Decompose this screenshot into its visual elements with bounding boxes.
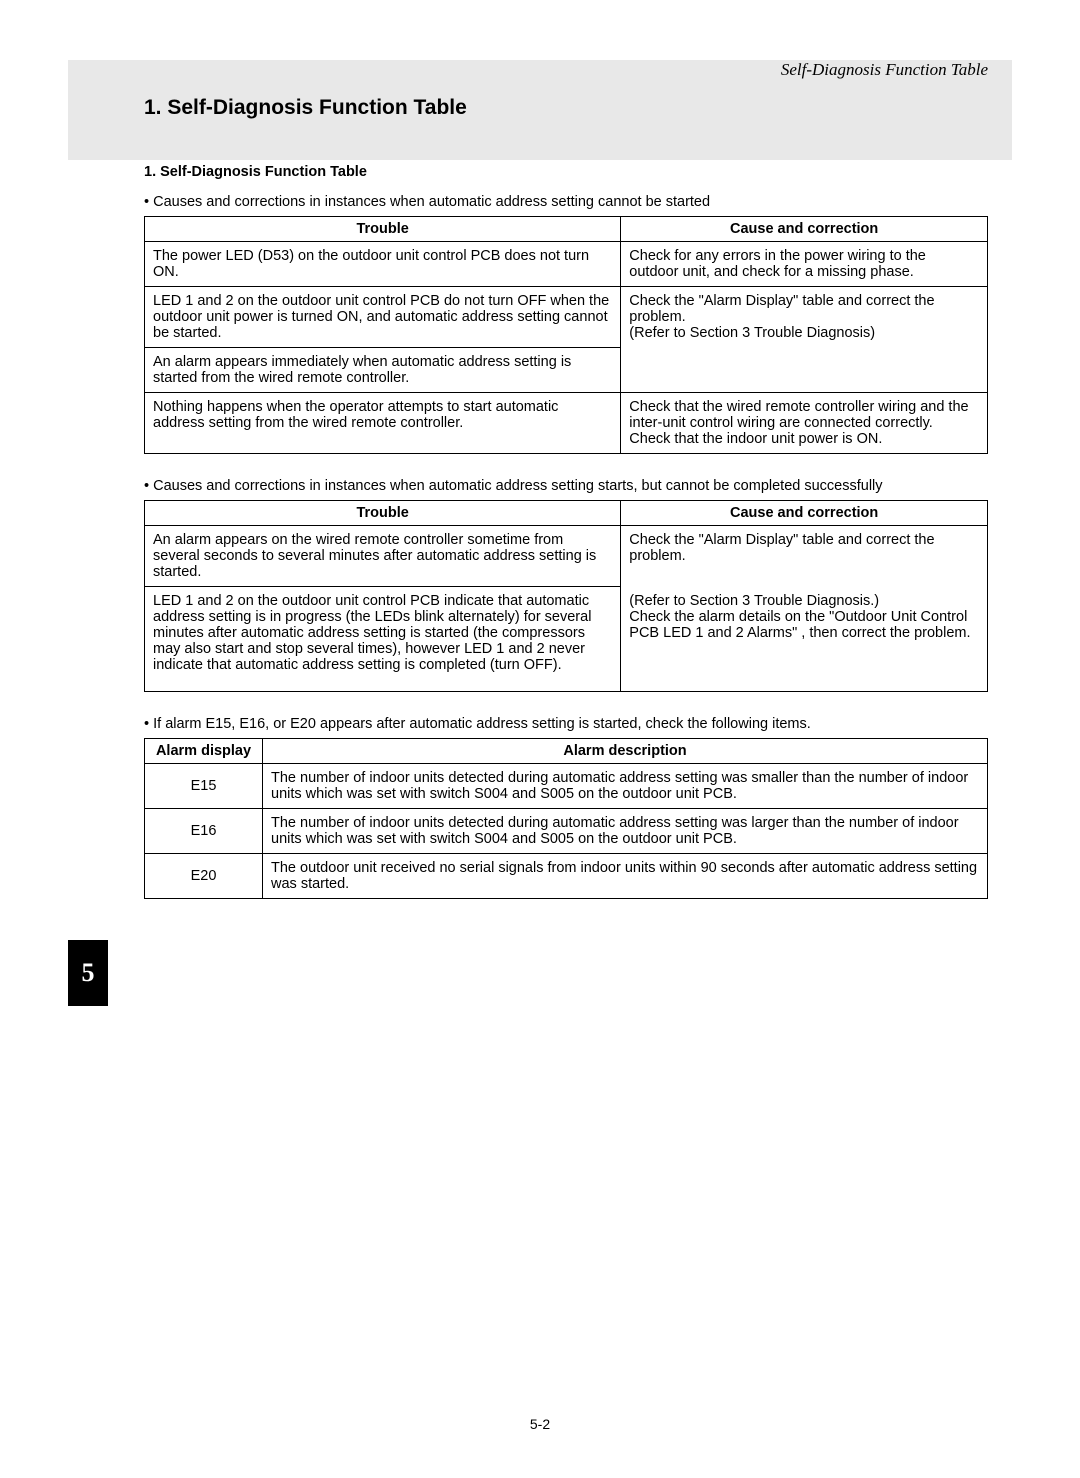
alarm-code-cell: E16: [145, 809, 263, 854]
trouble-table-2: Trouble Cause and correction An alarm ap…: [144, 500, 988, 692]
table-row: The power LED (D53) on the outdoor unit …: [145, 242, 988, 287]
correction-cell: Check for any errors in the power wiring…: [621, 242, 988, 287]
chapter-number: 5: [82, 958, 95, 988]
correction-cell: (Refer to Section 3 Trouble Diagnosis.) …: [621, 587, 988, 692]
trouble-cell: An alarm appears on the wired remote con…: [145, 526, 621, 587]
document-running-title: Self-Diagnosis Function Table: [78, 60, 1002, 80]
col-header-alarm-description: Alarm description: [263, 739, 988, 764]
table-row: LED 1 and 2 on the outdoor unit control …: [145, 287, 988, 348]
alarm-code-cell: E15: [145, 764, 263, 809]
table-row: E15 The number of indoor units detected …: [145, 764, 988, 809]
col-header-trouble: Trouble: [145, 217, 621, 242]
col-header-alarm-display: Alarm display: [145, 739, 263, 764]
col-header-correction: Cause and correction: [621, 217, 988, 242]
trouble-cell: LED 1 and 2 on the outdoor unit control …: [145, 287, 621, 348]
trouble-table-1: Trouble Cause and correction The power L…: [144, 216, 988, 454]
bullet-line-2: • Causes and corrections in instances wh…: [144, 478, 988, 494]
table-row: An alarm appears on the wired remote con…: [145, 526, 988, 587]
page-content: 1. Self-Diagnosis Function Table • Cause…: [144, 164, 988, 899]
trouble-cell: An alarm appears immediately when automa…: [145, 348, 621, 393]
chapter-tab: 5: [68, 940, 108, 1006]
table-row: E16 The number of indoor units detected …: [145, 809, 988, 854]
correction-cell: Check the "Alarm Display" table and corr…: [621, 526, 988, 587]
trouble-cell: Nothing happens when the operator attemp…: [145, 393, 621, 454]
trouble-cell: The power LED (D53) on the outdoor unit …: [145, 242, 621, 287]
section-title: 1. Self-Diagnosis Function Table: [144, 96, 1002, 120]
alarm-code-cell: E20: [145, 854, 263, 899]
subsection-title: 1. Self-Diagnosis Function Table: [144, 164, 988, 180]
table-row: LED 1 and 2 on the outdoor unit control …: [145, 587, 988, 692]
col-header-correction: Cause and correction: [621, 501, 988, 526]
table-row: E20 The outdoor unit received no serial …: [145, 854, 988, 899]
trouble-cell: LED 1 and 2 on the outdoor unit control …: [145, 587, 621, 692]
alarm-table: Alarm display Alarm description E15 The …: [144, 738, 988, 899]
table-row: Nothing happens when the operator attemp…: [145, 393, 988, 454]
header-area: Self-Diagnosis Function Table 1. Self-Di…: [78, 60, 1002, 120]
correction-cell: Check that the wired remote controller w…: [621, 393, 988, 454]
table-header-row: Trouble Cause and correction: [145, 217, 988, 242]
bullet-line-3: • If alarm E15, E16, or E20 appears afte…: [144, 716, 988, 732]
alarm-desc-cell: The number of indoor units detected duri…: [263, 764, 988, 809]
page-number: 5-2: [0, 1416, 1080, 1432]
alarm-desc-cell: The outdoor unit received no serial sign…: [263, 854, 988, 899]
table-header-row: Alarm display Alarm description: [145, 739, 988, 764]
correction-cell: Check the "Alarm Display" table and corr…: [621, 287, 988, 393]
bullet-line-1: • Causes and corrections in instances wh…: [144, 194, 988, 210]
col-header-trouble: Trouble: [145, 501, 621, 526]
alarm-desc-cell: The number of indoor units detected duri…: [263, 809, 988, 854]
table-header-row: Trouble Cause and correction: [145, 501, 988, 526]
